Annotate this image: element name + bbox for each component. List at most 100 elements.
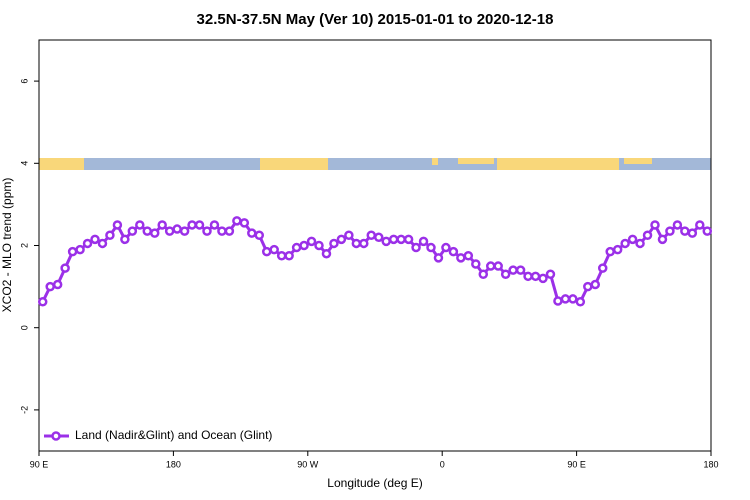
data-point	[90, 234, 100, 245]
data-point	[82, 238, 93, 249]
data-point	[179, 226, 190, 236]
data-point	[67, 246, 78, 257]
data-point	[500, 269, 511, 280]
plot-frame	[38, 39, 712, 452]
data-point	[515, 265, 526, 275]
data-point	[657, 234, 668, 245]
data-point	[217, 226, 227, 236]
land-ocean-strip	[39, 158, 711, 170]
data-point	[202, 226, 212, 236]
x-tick-label: 180	[166, 459, 181, 469]
y-tick-label: 4	[19, 161, 29, 166]
data-point	[411, 242, 421, 253]
y-axis-label: XCO2 - MLO trend (ppm)	[0, 178, 14, 313]
data-point	[284, 251, 294, 261]
y-tick-label: 6	[19, 79, 29, 84]
data-point	[321, 248, 332, 259]
data-point	[60, 263, 70, 273]
chart-title: 32.5N-37.5N May (Ver 10) 2015-01-01 to 2…	[197, 11, 554, 28]
data-point	[605, 246, 615, 257]
data-point	[583, 281, 593, 292]
data-point	[142, 226, 153, 236]
data-point	[37, 297, 48, 307]
data-point	[590, 279, 601, 290]
data-point	[388, 234, 399, 245]
data-point	[523, 271, 533, 282]
data-point	[120, 234, 130, 245]
legend-swatch-marker	[51, 431, 61, 441]
data-point	[426, 242, 436, 253]
data-point	[172, 224, 182, 234]
data-point	[635, 238, 645, 249]
data-point	[396, 234, 406, 245]
data-point	[672, 220, 683, 230]
data-point	[306, 236, 317, 247]
data-point	[366, 230, 377, 240]
data-point	[538, 273, 548, 284]
data-point	[471, 259, 481, 269]
data-point	[448, 246, 459, 257]
data-point	[642, 230, 653, 240]
data-point	[157, 220, 167, 230]
x-tick-label: 0	[440, 459, 445, 469]
data-point	[149, 228, 160, 238]
data-point	[112, 220, 123, 230]
data-point	[702, 226, 713, 236]
x-tick-label: 90 E	[567, 459, 586, 469]
data-point	[135, 220, 145, 230]
data-point	[187, 220, 197, 230]
data-point	[269, 244, 279, 255]
data-point	[299, 240, 309, 251]
data-point	[650, 220, 660, 230]
data-point	[627, 234, 638, 245]
data-point	[441, 242, 451, 253]
data-point	[553, 296, 563, 306]
y-tick-label: 2	[19, 243, 29, 248]
data-point	[478, 269, 489, 280]
data-point	[344, 230, 354, 240]
data-point	[291, 242, 302, 253]
data-point	[485, 261, 496, 271]
data-point	[75, 244, 85, 255]
data-point	[127, 226, 138, 236]
data-point	[239, 218, 250, 228]
x-tick-label: 90 E	[30, 459, 49, 469]
data-point	[351, 238, 362, 249]
legend-label: Land (Nadir&Glint) and Ocean (Glint)	[75, 428, 272, 442]
x-tick-label: 90 W	[297, 459, 319, 469]
data-point	[665, 226, 675, 236]
x-tick-label: 180	[703, 459, 718, 469]
data-point	[329, 238, 339, 249]
data-point	[695, 220, 705, 230]
data-point	[433, 253, 444, 263]
data-point	[463, 251, 474, 261]
data-point	[687, 228, 698, 238]
data-point	[52, 279, 63, 290]
data-point	[456, 253, 466, 263]
data-point	[620, 238, 630, 249]
data-point	[314, 240, 324, 251]
data-point	[493, 261, 503, 271]
data-point	[418, 236, 429, 247]
data-point	[381, 236, 391, 247]
data-point	[530, 271, 541, 282]
data-point	[105, 230, 115, 240]
data-point	[597, 263, 608, 273]
data-point	[560, 294, 571, 304]
data-point	[209, 220, 220, 230]
data-point	[224, 226, 235, 236]
data-point	[568, 294, 578, 304]
y-tick-label: -2	[19, 406, 29, 414]
data-point	[575, 297, 586, 307]
data-point	[680, 226, 690, 236]
data-point	[261, 246, 272, 257]
data-point	[247, 228, 257, 238]
data-point	[403, 234, 414, 245]
data-point	[545, 269, 556, 280]
data-point	[254, 230, 265, 240]
data-point	[45, 281, 55, 292]
data-point	[336, 234, 347, 245]
data-point	[373, 232, 384, 243]
data-point	[508, 265, 518, 275]
